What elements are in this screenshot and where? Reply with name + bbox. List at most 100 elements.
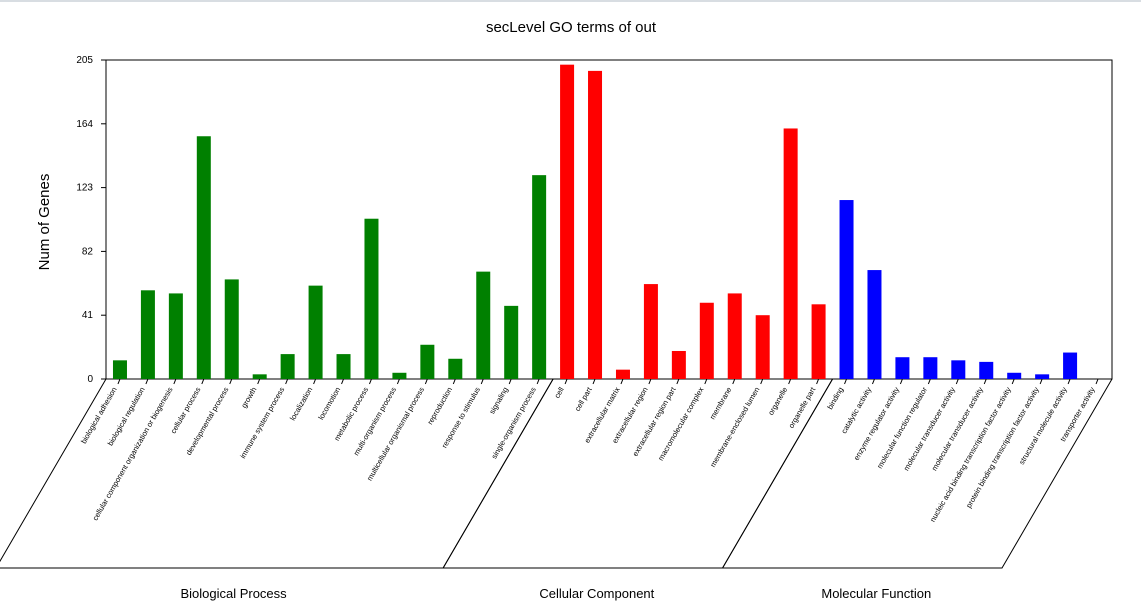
bar [308, 285, 323, 379]
x-tick-mark [816, 378, 820, 385]
bar [643, 284, 658, 379]
group-label: Biological Process [180, 586, 287, 601]
x-tick-label: localization [288, 386, 314, 423]
x-tick-label: molecular transducer activity [902, 385, 957, 472]
x-tick-label: organelle part [787, 385, 818, 430]
top-rule [0, 0, 1141, 2]
bar [755, 315, 770, 379]
y-tick-label: 82 [82, 246, 94, 257]
x-tick-label: membrane-enclosed lumen [708, 386, 761, 469]
bar [252, 374, 267, 379]
x-tick-mark [285, 378, 289, 385]
x-tick-mark [732, 378, 736, 385]
bar [867, 270, 882, 379]
x-tick-mark [760, 378, 764, 385]
bar [839, 200, 854, 379]
group-label: Molecular Function [821, 586, 931, 601]
bar [280, 354, 295, 379]
bar [420, 344, 435, 379]
x-tick-mark [1011, 378, 1015, 385]
x-tick-mark [1067, 378, 1071, 385]
y-tick-label: 164 [76, 119, 93, 130]
x-tick-label: signaling [487, 386, 510, 416]
x-tick-mark [424, 378, 428, 385]
x-tick-mark [480, 378, 484, 385]
x-tick-mark [899, 378, 903, 385]
x-tick-mark [788, 378, 792, 385]
bar [168, 293, 183, 379]
x-tick-mark [955, 378, 959, 385]
x-tick-mark [676, 378, 680, 385]
bar [1007, 372, 1022, 379]
x-tick-mark [145, 378, 149, 385]
x-tick-mark [341, 378, 344, 385]
bar [364, 218, 379, 379]
y-tick-label: 205 [76, 55, 93, 66]
x-tick-mark [396, 378, 400, 385]
x-tick-label: binding [825, 386, 845, 411]
x-tick-label: reproduction [425, 386, 454, 427]
bar [727, 293, 742, 379]
x-tick-label: structural molecule activity [1017, 385, 1069, 466]
bar [923, 357, 938, 379]
x-tick-mark [452, 378, 456, 385]
x-tick-label: organelle [766, 386, 789, 417]
bar [392, 372, 407, 379]
group-label: Cellular Component [539, 586, 654, 601]
x-tick-label: multicellular organismal process [365, 385, 426, 482]
group-labels: Biological Process Cellular Component Mole… [180, 586, 931, 601]
x-tick-mark [536, 378, 540, 385]
bar [112, 360, 127, 379]
bar [560, 64, 575, 380]
plot-frame [105, 59, 1113, 380]
bar [783, 128, 798, 379]
bar [951, 360, 966, 379]
bar [671, 350, 686, 379]
bar [532, 175, 547, 379]
x-tick-mark [872, 378, 875, 385]
x-tick-mark [648, 378, 652, 385]
bar [979, 361, 994, 379]
x-tick-mark [983, 378, 987, 385]
bar [699, 302, 714, 379]
bar [1035, 374, 1050, 379]
x-tick-mark [592, 378, 596, 385]
x-axis-ticks [117, 378, 1099, 385]
y-tick-label: 123 [76, 183, 93, 194]
x-tick-label: growth [239, 386, 258, 410]
x-tick-mark [1039, 378, 1043, 385]
bar [140, 290, 155, 379]
bar [448, 358, 463, 379]
x-tick-label: cell [552, 385, 566, 400]
y-axis-label: Num of Genes [36, 174, 53, 271]
bar [895, 357, 910, 379]
x-tick-mark [369, 378, 372, 385]
bar [196, 136, 211, 379]
group-frames [0, 378, 1113, 569]
y-tick-label: 0 [87, 374, 93, 385]
x-tick-mark [117, 378, 121, 385]
x-tick-mark [927, 378, 931, 385]
x-tick-label: membrane [708, 386, 734, 422]
bar [1063, 352, 1078, 379]
x-tick-mark [257, 378, 261, 385]
bar [588, 70, 603, 379]
bars [112, 64, 1078, 380]
x-tick-mark [173, 378, 177, 385]
bar [476, 271, 491, 379]
x-tick-label: molecular transducer activity [930, 385, 985, 472]
x-tick-mark [564, 378, 568, 385]
x-tick-label: cell part [573, 385, 594, 413]
chart-title: secLevel GO terms of out [486, 19, 657, 36]
bar [615, 369, 630, 379]
bar [224, 279, 239, 379]
bar [336, 354, 351, 379]
x-tick-mark [704, 378, 708, 385]
x-tick-mark [620, 378, 624, 385]
bar [504, 305, 519, 379]
group-frame [721, 378, 1113, 569]
x-tick-mark [229, 378, 233, 385]
x-tick-mark [508, 378, 512, 385]
